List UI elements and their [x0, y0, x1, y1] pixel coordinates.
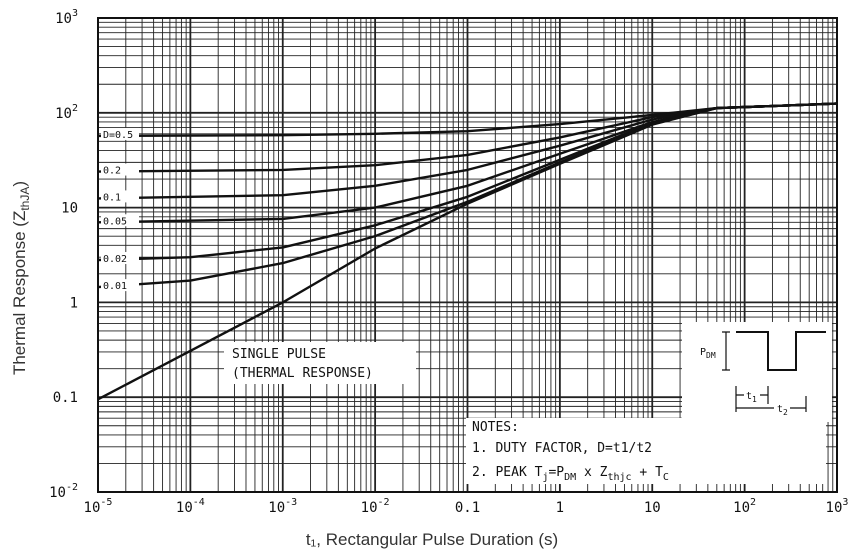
series-label-bg — [101, 127, 139, 140]
notes-title: NOTES: — [472, 420, 519, 435]
x-axis-title: t₁, Rectangular Pulse Duration (s) — [306, 530, 558, 549]
pdm-dimension-icon — [722, 331, 730, 371]
t1-dimension-icon — [735, 386, 769, 404]
x-tick-label: 0.1 — [455, 500, 480, 516]
series-label-2: 0.1 — [103, 192, 121, 203]
x-tick-label: 103 — [826, 497, 849, 516]
pulse-waveform-inset: PDM t1 t2 — [682, 322, 832, 422]
t2-label: t2 — [777, 404, 788, 417]
notes-bg — [466, 418, 826, 484]
x-tick-label: 10-5 — [84, 497, 113, 516]
t2-dimension-icon — [735, 396, 807, 412]
pulse-waveform-icon — [736, 331, 826, 371]
y-tick-label: 1 — [70, 295, 78, 311]
pdm-label: PDM — [700, 347, 716, 360]
note-peak-tj: 2. PEAK Tj=PDM x Zthjc + TC — [472, 465, 669, 483]
series-line-6 — [97, 102, 838, 401]
y-tick-label: 102 — [55, 103, 78, 122]
single-pulse-label: SINGLE PULSE — [232, 347, 326, 362]
series-label-3: 0.05 — [103, 216, 127, 227]
x-tick-label: 1 — [556, 500, 564, 516]
series-label-5: 0.01 — [103, 281, 127, 292]
series-label-0: D=0.5 — [103, 130, 133, 141]
y-tick-label: 10 — [61, 201, 78, 217]
series-label-bg — [101, 190, 139, 203]
x-tick-label: 10-2 — [361, 497, 390, 516]
series-label-1: 0.2 — [103, 166, 121, 177]
single-pulse-annotation-bg — [224, 342, 416, 384]
y-tick-label: 10-2 — [49, 482, 78, 501]
series-label-4: 0.02 — [103, 254, 127, 265]
y-axis-title: Thermal Response (ZthJA) — [10, 181, 32, 375]
inset-bg — [682, 322, 832, 422]
x-tick-label: 10-4 — [176, 497, 205, 516]
series-label-bg — [101, 214, 139, 227]
y-tick-label: 0.1 — [53, 390, 78, 406]
series-label-bg — [101, 163, 139, 176]
series-label-bg — [101, 279, 139, 292]
t1-label: t1 — [746, 391, 757, 404]
note-duty-factor: 1. DUTY FACTOR, D=t1/t2 — [472, 441, 652, 456]
y-tick-label: 103 — [55, 8, 78, 27]
series-layer — [97, 102, 838, 401]
series-label-layer: D=0.5 0.2 0.1 0.05 0.02 0.01 — [101, 127, 139, 292]
series-label-bg — [101, 252, 139, 265]
thermal-response-label: (THERMAL RESPONSE) — [232, 366, 373, 381]
tick-label-layer: 10-5 10-4 10-3 10-2 0.1 1 10 102 103 10-2 0.1 1 10 10… — [49, 8, 848, 516]
plot-frame — [97, 17, 838, 493]
x-tick-label: 102 — [733, 497, 756, 516]
x-tick-label: 10 — [644, 500, 661, 516]
x-tick-label: 10-3 — [268, 497, 297, 516]
